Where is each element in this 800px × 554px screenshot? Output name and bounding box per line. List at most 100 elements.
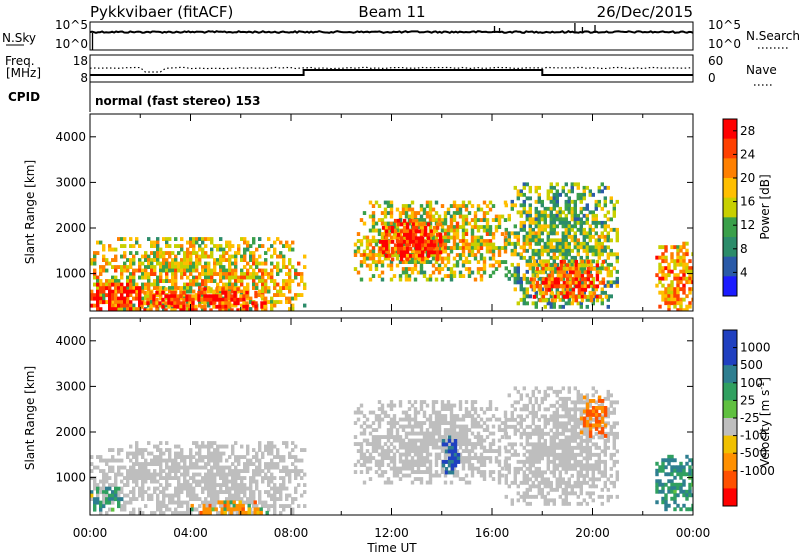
velocity-cell xyxy=(470,449,475,453)
velocity-cell xyxy=(552,498,556,503)
velocity-cell xyxy=(404,435,409,439)
power-cell xyxy=(159,286,163,290)
power-cell xyxy=(407,260,412,264)
power-cell xyxy=(519,210,523,215)
power-cell xyxy=(261,272,265,276)
power-cell xyxy=(368,228,373,233)
power-cell xyxy=(446,232,451,236)
power-cell xyxy=(105,268,109,273)
power-cell xyxy=(458,270,463,275)
velocity-cell xyxy=(264,462,268,466)
velocity-cell xyxy=(540,428,544,433)
power-cell xyxy=(555,196,559,201)
power-cell xyxy=(240,275,244,280)
power-cell xyxy=(513,248,517,253)
power-cell xyxy=(200,287,204,292)
power-cell xyxy=(135,268,139,273)
velocity-cell xyxy=(528,452,532,457)
velocity-cell xyxy=(207,458,211,463)
power-cell xyxy=(564,255,568,260)
velocity-cell xyxy=(555,484,559,489)
power-cell xyxy=(426,236,431,241)
velocity-cell xyxy=(132,476,136,480)
velocity-cell xyxy=(276,448,280,452)
power-cell xyxy=(183,254,187,259)
power-cell xyxy=(612,213,616,218)
power-cell xyxy=(264,282,268,287)
velocity-cell xyxy=(419,477,424,481)
velocity-cell xyxy=(458,459,463,464)
power-cell xyxy=(270,275,274,280)
velocity-cell xyxy=(552,403,556,408)
power-cell xyxy=(162,254,166,259)
power-cell xyxy=(682,262,686,267)
power-cell xyxy=(114,254,118,259)
velocity-cell xyxy=(552,445,556,450)
velocity-cell xyxy=(171,458,175,463)
velocity-cell xyxy=(570,414,574,419)
velocity-cell xyxy=(156,458,160,463)
power-cell xyxy=(300,272,304,276)
power-cell xyxy=(114,247,118,252)
velocity-cell xyxy=(425,456,430,460)
velocity-cell xyxy=(488,449,493,453)
velocity-cell xyxy=(407,445,412,450)
power-cell xyxy=(198,300,202,304)
power-cell xyxy=(497,225,502,229)
power-cell xyxy=(165,251,169,255)
velocity-cell xyxy=(231,483,235,487)
power-cell xyxy=(252,272,256,276)
power-cell xyxy=(177,251,181,255)
velocity-cell xyxy=(126,479,130,484)
power-cell xyxy=(191,308,195,311)
power-cell xyxy=(173,294,177,299)
power-cell xyxy=(655,255,659,260)
power-cell xyxy=(543,213,547,218)
power-cell xyxy=(126,293,130,298)
velocity-cell xyxy=(473,407,478,411)
velocity-cell xyxy=(159,448,163,452)
power-cell xyxy=(164,308,168,311)
velocity-cell xyxy=(249,486,253,491)
velocity-cell xyxy=(497,477,502,481)
power-cell xyxy=(612,280,616,285)
power-cell xyxy=(434,239,439,243)
velocity-cell xyxy=(273,507,277,512)
power-cell xyxy=(443,263,448,268)
power-cell xyxy=(437,218,442,222)
power-cell xyxy=(673,262,677,267)
power-cell xyxy=(588,227,592,232)
power-cell xyxy=(141,275,145,280)
power-cell xyxy=(670,294,674,299)
power-cell xyxy=(170,290,174,295)
power-cell xyxy=(461,242,466,247)
velocity-cell xyxy=(552,421,556,426)
velocity-cell xyxy=(431,424,436,429)
power-cell xyxy=(440,260,445,264)
velocity-cell xyxy=(552,452,556,457)
velocity-cell xyxy=(270,504,274,508)
power-cell xyxy=(519,203,523,208)
velocity-cell xyxy=(519,417,523,422)
velocity-cell xyxy=(461,414,466,418)
power-cell xyxy=(207,289,211,294)
velocity-cell xyxy=(444,449,449,454)
velocity-cell xyxy=(528,449,532,454)
velocity-cell xyxy=(186,472,190,477)
power-cell xyxy=(207,300,211,304)
velocity-cell xyxy=(555,445,559,450)
velocity-cell xyxy=(570,435,574,440)
power-cell xyxy=(609,217,613,222)
power-cell xyxy=(155,301,159,306)
power-cell xyxy=(534,185,538,190)
power-cell xyxy=(183,272,187,276)
power-cell xyxy=(552,224,556,229)
velocity-cell xyxy=(99,507,103,512)
velocity-cell xyxy=(522,463,526,468)
power-cell xyxy=(676,259,680,264)
velocity-cell xyxy=(371,442,376,446)
velocity-cell xyxy=(434,431,439,436)
velocity-cell xyxy=(117,486,121,491)
velocity-cell xyxy=(543,498,547,503)
velocity-cell xyxy=(204,476,208,480)
